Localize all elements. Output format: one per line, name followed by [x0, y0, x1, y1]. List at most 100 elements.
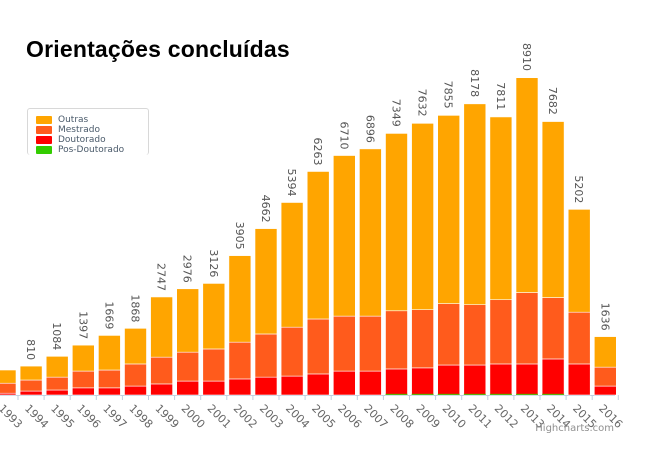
bar-segment-doutorado-1996[interactable]	[72, 387, 95, 396]
legend-item-mestrado[interactable]: Mestrado	[36, 125, 100, 135]
x-tick-label-2002: 2002	[231, 402, 260, 431]
bar-segment-mestrado-1996[interactable]	[72, 370, 95, 389]
legend-swatch-outras	[36, 116, 52, 124]
bar-segment-mestrado-1998[interactable]	[124, 363, 147, 387]
bar-segment-outras-2016[interactable]	[593, 336, 617, 368]
bar-segment-pos-doutorado-2008[interactable]	[385, 393, 408, 395]
bar-segment-mestrado-2001[interactable]	[202, 348, 226, 382]
bar-segment-outras-1993[interactable]	[0, 369, 17, 384]
bar-segment-doutorado-2008[interactable]	[385, 368, 408, 396]
bar-segment-doutorado-1999[interactable]	[150, 383, 173, 396]
bar-segment-doutorado-2013[interactable]	[515, 363, 539, 396]
bar-segment-outras-2000[interactable]	[176, 288, 199, 353]
bar-segment-mestrado-2016[interactable]	[593, 366, 617, 387]
bar-segment-pos-doutorado-2012[interactable]	[489, 393, 512, 395]
bar-segment-outras-2002[interactable]	[228, 255, 252, 343]
data-label-2009: 7632	[416, 89, 429, 117]
bar-segment-outras-1994[interactable]	[19, 365, 43, 381]
x-tick-label-2005: 2005	[309, 402, 338, 431]
bar-segment-outras-1999[interactable]	[150, 296, 173, 358]
bar-segment-pos-doutorado-2011[interactable]	[463, 393, 486, 395]
data-label-1999: 2747	[155, 263, 168, 291]
bar-segment-outras-2006[interactable]	[332, 155, 356, 317]
bar-segment-outras-2007[interactable]	[359, 148, 382, 317]
bar-segment-mestrado-1997[interactable]	[98, 369, 121, 389]
bar-segment-mestrado-2005[interactable]	[306, 318, 330, 375]
bar-segment-mestrado-2009[interactable]	[411, 309, 434, 369]
bar-segment-doutorado-2010[interactable]	[437, 364, 461, 396]
x-tick-label-2008: 2008	[387, 402, 416, 431]
bar-segment-doutorado-2016[interactable]	[593, 385, 617, 396]
bar-segment-doutorado-2015[interactable]	[567, 363, 591, 396]
bar-segment-mestrado-2014[interactable]	[541, 297, 565, 360]
legend-item-doutorado[interactable]: Doutorado	[36, 135, 106, 145]
bar-segment-mestrado-1994[interactable]	[19, 379, 43, 392]
bar-segment-outras-1997[interactable]	[98, 335, 121, 371]
bar-segment-outras-2015[interactable]	[567, 209, 591, 313]
legend-label: Pos-Doutorado	[58, 145, 125, 155]
bar-segment-mestrado-1999[interactable]	[150, 356, 173, 385]
bar-segment-doutorado-1998[interactable]	[124, 385, 147, 396]
bar-segment-doutorado-2002[interactable]	[228, 378, 252, 396]
x-tick-label-2010: 2010	[440, 402, 469, 431]
bar-segment-mestrado-2006[interactable]	[332, 315, 356, 372]
legend-item-outras[interactable]: Outras	[36, 115, 88, 125]
bar-segment-doutorado-1994[interactable]	[19, 390, 43, 396]
bar-segment-doutorado-2006[interactable]	[332, 370, 356, 396]
bar-segment-doutorado-1997[interactable]	[98, 387, 121, 396]
bar-segment-outras-2012[interactable]	[489, 116, 513, 301]
bar-segment-mestrado-1995[interactable]	[45, 376, 69, 391]
highcharts-credit-link[interactable]: Highcharts.com	[535, 423, 614, 434]
legend-swatch-mestrado	[36, 126, 52, 134]
bar-segment-doutorado-2005[interactable]	[306, 373, 330, 396]
bar-segment-mestrado-2000[interactable]	[176, 351, 199, 382]
bar-segment-pos-doutorado-2013[interactable]	[516, 393, 538, 395]
x-tick-label-2003: 2003	[257, 402, 286, 431]
bar-segment-doutorado-2014[interactable]	[541, 358, 565, 396]
bar-segment-doutorado-2012[interactable]	[489, 363, 513, 396]
bar-segment-outras-2010[interactable]	[437, 115, 461, 304]
data-label-1997: 1669	[102, 301, 115, 329]
legend: Outras Mestrado Doutorado Pos-Doutorado	[27, 108, 149, 155]
x-tick-label-2006: 2006	[335, 402, 364, 431]
bar-segment-outras-2013[interactable]	[515, 77, 539, 293]
bar-segment-doutorado-2003[interactable]	[254, 376, 278, 396]
bar-segment-outras-2004[interactable]	[280, 202, 304, 328]
bar-segment-doutorado-2004[interactable]	[280, 375, 304, 396]
bar-segment-doutorado-2000[interactable]	[176, 380, 199, 396]
bar-segment-pos-doutorado-2009[interactable]	[411, 393, 434, 395]
bar-segment-doutorado-2001[interactable]	[202, 380, 226, 396]
bar-segment-mestrado-2003[interactable]	[254, 333, 278, 378]
data-label-1994: 810	[24, 339, 37, 360]
bar-segment-outras-1998[interactable]	[124, 328, 147, 365]
bar-segment-mestrado-2008[interactable]	[385, 310, 408, 370]
bar-segment-outras-2009[interactable]	[411, 123, 434, 311]
x-tick-label-2000: 2000	[179, 402, 208, 431]
bar-segment-mestrado-2002[interactable]	[228, 341, 252, 380]
bar-segment-outras-1996[interactable]	[72, 344, 95, 372]
bar-segment-mestrado-2011[interactable]	[463, 304, 487, 366]
bar-segment-pos-doutorado-2014[interactable]	[542, 393, 565, 395]
bar-segment-mestrado-2015[interactable]	[567, 311, 591, 365]
bar-segment-mestrado-2012[interactable]	[489, 299, 513, 365]
bar-segment-mestrado-2010[interactable]	[437, 303, 461, 366]
bar-segment-pos-doutorado-2010[interactable]	[437, 393, 460, 395]
legend-item-pos-doutorado[interactable]: Pos-Doutorado	[36, 145, 124, 155]
bar-segment-mestrado-2013[interactable]	[515, 292, 539, 365]
data-label-2005: 6263	[311, 137, 324, 165]
bar-segment-outras-2003[interactable]	[254, 228, 278, 335]
bar-segment-mestrado-2004[interactable]	[280, 326, 304, 377]
bar-segment-doutorado-1995[interactable]	[45, 389, 69, 396]
bar-segment-mestrado-2007[interactable]	[359, 315, 382, 372]
bar-segment-doutorado-2009[interactable]	[411, 367, 434, 396]
bar-segment-outras-2008[interactable]	[385, 133, 408, 312]
bar-segment-outras-2014[interactable]	[541, 121, 565, 298]
bar-segment-mestrado-1993[interactable]	[0, 382, 17, 394]
bar-segment-outras-2001[interactable]	[202, 283, 226, 350]
bar-segment-doutorado-2011[interactable]	[463, 364, 487, 396]
bar-segment-doutorado-2007[interactable]	[359, 370, 382, 396]
bar-segment-outras-2011[interactable]	[463, 103, 487, 306]
bar-segment-outras-1995[interactable]	[45, 356, 69, 378]
bar-segment-outras-2005[interactable]	[306, 171, 330, 320]
